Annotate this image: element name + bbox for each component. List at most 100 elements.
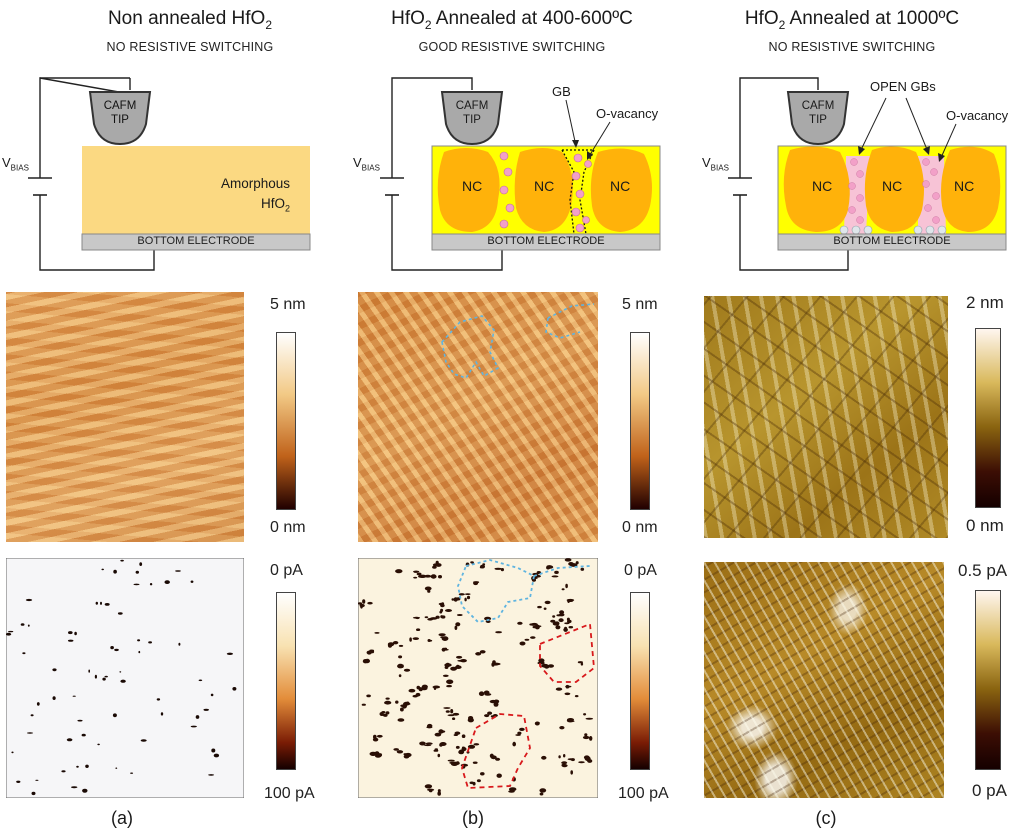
current-spot <box>435 563 442 567</box>
current-spot <box>479 566 483 569</box>
tip-label-a: CAFM TIP <box>103 100 137 126</box>
current-spot <box>382 713 387 717</box>
current-spot <box>26 732 34 734</box>
current-spot <box>541 755 547 760</box>
current-spot <box>476 779 481 783</box>
current-spot <box>582 735 590 740</box>
current-spot <box>203 708 209 711</box>
current-spot <box>567 599 570 603</box>
current-spot <box>110 646 114 650</box>
current-spot <box>458 749 465 755</box>
current-spot <box>71 786 78 789</box>
nanocrystal-2 <box>514 148 573 232</box>
current-spot <box>77 719 83 722</box>
current-spot <box>112 713 117 718</box>
current-spot <box>213 753 220 758</box>
topo-scale-top-a: 5 nm <box>270 296 306 313</box>
current-spot <box>492 714 498 717</box>
current-spot <box>149 583 153 586</box>
colorbar-current-b <box>630 592 650 770</box>
current-spot <box>530 636 536 639</box>
nc-label-b1: NC <box>462 178 483 194</box>
current-spot <box>52 668 57 672</box>
current-spot <box>589 736 593 741</box>
current-spot <box>447 714 455 717</box>
current-spot <box>395 569 403 574</box>
nc-label-b2: NC <box>534 178 555 194</box>
current-spot <box>519 727 525 731</box>
current-spot <box>490 715 494 718</box>
cafm-tip-icon <box>786 91 850 146</box>
current-spot <box>441 636 449 641</box>
current-spot <box>113 569 117 574</box>
current-spot <box>115 767 118 769</box>
cafm-tip-icon <box>440 91 504 146</box>
grain-boundary-outline <box>561 149 596 235</box>
vbias-label-c: VBIAS <box>702 155 729 173</box>
current-spot <box>567 619 572 624</box>
colorbar-current-a <box>276 592 296 770</box>
current-spot <box>81 733 86 737</box>
current-spot <box>374 632 380 634</box>
current-spot <box>164 580 170 584</box>
current-spot <box>428 789 433 793</box>
current-spot <box>403 668 411 672</box>
tip-label-c: CAFM TIP <box>801 100 835 126</box>
current-spot <box>473 743 480 746</box>
cafm-tip-icon <box>88 91 152 146</box>
current-spot <box>104 675 108 678</box>
current-spot <box>439 743 443 747</box>
current-spot <box>367 601 373 605</box>
current-image-c <box>704 562 944 798</box>
current-spot <box>175 570 181 572</box>
current-spot <box>427 639 431 642</box>
current-spot <box>178 642 181 646</box>
current-spot <box>437 791 441 796</box>
current-spot <box>455 622 461 627</box>
current-spot <box>421 684 428 689</box>
electrode-label-c: BOTTOM ELECTRODE <box>833 235 951 247</box>
current-spot <box>432 685 441 689</box>
current-spot <box>424 784 433 789</box>
topo-scale-bottom-b: 0 nm <box>622 519 658 536</box>
current-scale-top-c: 0.5 pA <box>958 561 1008 580</box>
current-spot <box>437 789 441 793</box>
current-spot <box>208 774 215 776</box>
current-spot <box>446 684 452 688</box>
current-spot <box>392 641 399 645</box>
current-spot <box>409 637 412 642</box>
current-spot <box>578 761 585 764</box>
current-spot <box>76 765 79 768</box>
current-spot <box>468 716 474 721</box>
current-spot <box>8 630 14 633</box>
bottom-electrode-a <box>81 233 311 251</box>
colorbar-current-c <box>975 590 1001 770</box>
schematic-c <box>728 77 1007 271</box>
current-spot <box>416 685 421 690</box>
colorbar-topo-a <box>276 332 296 510</box>
gb-arrow <box>565 99 577 147</box>
film-label-a: Amorphous HfO2 <box>220 176 290 214</box>
current-spot <box>580 662 584 666</box>
current-spot <box>68 631 73 635</box>
current-spot <box>102 677 106 681</box>
current-spot <box>455 665 462 669</box>
current-spot <box>555 625 561 630</box>
nc-label-c3: NC <box>954 178 975 194</box>
current-spot <box>452 717 456 720</box>
vbias-label-a: VBIAS <box>2 155 29 173</box>
current-spot <box>445 609 452 612</box>
current-spot <box>419 574 427 578</box>
current-spot <box>72 695 76 697</box>
current-spot <box>454 731 461 735</box>
topo-scale-top-b: 5 nm <box>622 296 658 313</box>
current-spot <box>412 616 421 619</box>
current-spot <box>491 662 495 667</box>
current-spot <box>403 753 407 756</box>
topo-scale-bottom-c: 0 nm <box>966 516 1004 535</box>
current-spot <box>362 599 366 604</box>
current-spot <box>366 650 372 655</box>
current-spot <box>558 755 561 759</box>
current-spot <box>95 601 99 605</box>
current-spot <box>366 694 371 698</box>
